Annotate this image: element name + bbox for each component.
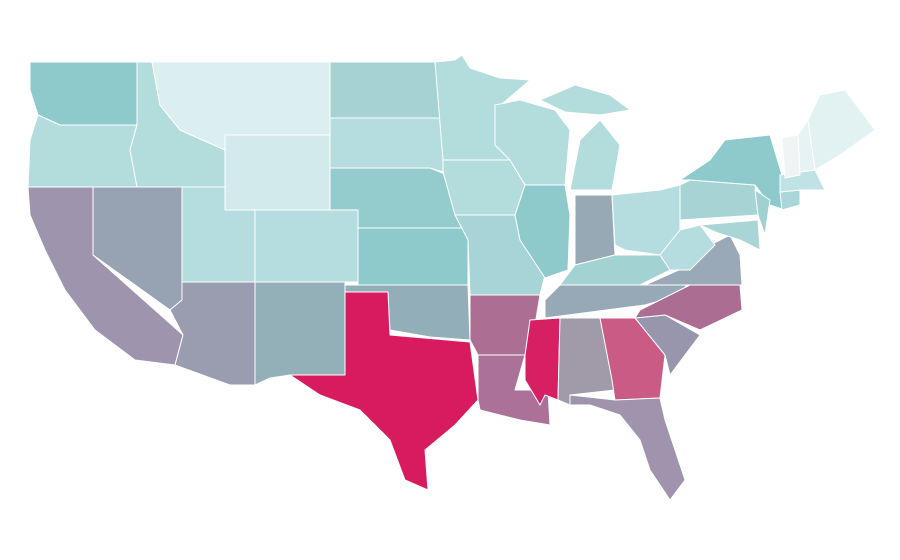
state-region [329,61,444,119]
state-region [442,159,526,216]
state-region [514,184,571,279]
state-region [574,194,616,266]
state-region [224,134,331,211]
state-region [254,281,346,386]
state-region [27,114,138,188]
state-region [289,291,479,491]
state-region [659,224,716,271]
state-region [329,117,444,173]
state-region [254,209,359,283]
state-region [781,134,801,179]
state-region [477,354,551,426]
state-region [754,189,771,236]
state-region [357,227,469,286]
state-region [679,179,759,221]
state-region [539,84,631,191]
state-region [807,89,876,171]
state-region [569,394,686,501]
state-region [699,219,761,251]
state-region [29,61,138,126]
